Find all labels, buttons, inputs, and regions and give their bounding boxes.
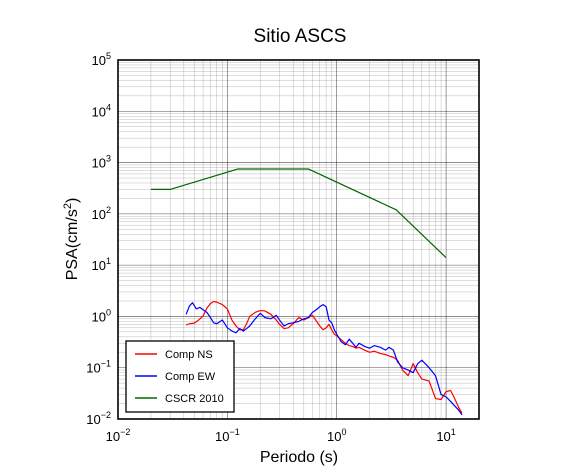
x-tick-label: 10−2 [106, 427, 131, 444]
y-tick-labels: 10−2 10−1 100 101 102 103 104 105 [86, 51, 111, 427]
y-tick-label: 10−2 [86, 410, 111, 427]
chart-grid [117, 59, 480, 420]
y-tick-label: 10−1 [86, 359, 111, 376]
legend-label: Comp EW [165, 371, 216, 383]
y-tick-label: 101 [92, 256, 111, 273]
legend-items: Comp NS Comp EW CSCR 2010 [135, 349, 224, 405]
y-tick-label: 103 [92, 154, 111, 171]
plot-frame [117, 59, 480, 420]
y-tick-label: 105 [92, 51, 111, 68]
y-axis-label-close: ) [64, 198, 81, 203]
y-axis-label: PSA(cm/s2) [62, 198, 81, 281]
x-tick-label: 101 [436, 427, 455, 444]
series-line-comp-ew [185, 302, 463, 416]
x-tick-labels: 10−2 10−1 100 101 [106, 427, 456, 444]
y-axis-label-exponent: 2 [62, 203, 74, 209]
y-tick-label: 104 [92, 102, 111, 119]
series-layer [150, 168, 463, 416]
x-axis-label: Periodo (s) [260, 449, 338, 466]
x-tick-label: 100 [327, 427, 346, 444]
x-tick-label: 10−1 [215, 427, 240, 444]
y-tick-label: 100 [92, 307, 111, 324]
series-line-cscr-2010 [150, 168, 447, 259]
legend-label: Comp NS [165, 349, 213, 361]
y-tick-label: 102 [92, 205, 111, 222]
y-axis-label-base: PSA(cm/s [64, 209, 81, 280]
legend-label: CSCR 2010 [165, 393, 224, 405]
legend: Comp NS Comp EW CSCR 2010 [125, 340, 235, 413]
series-line-comp-ns [185, 300, 463, 414]
chart-title: Sitio ASCS [254, 26, 347, 47]
